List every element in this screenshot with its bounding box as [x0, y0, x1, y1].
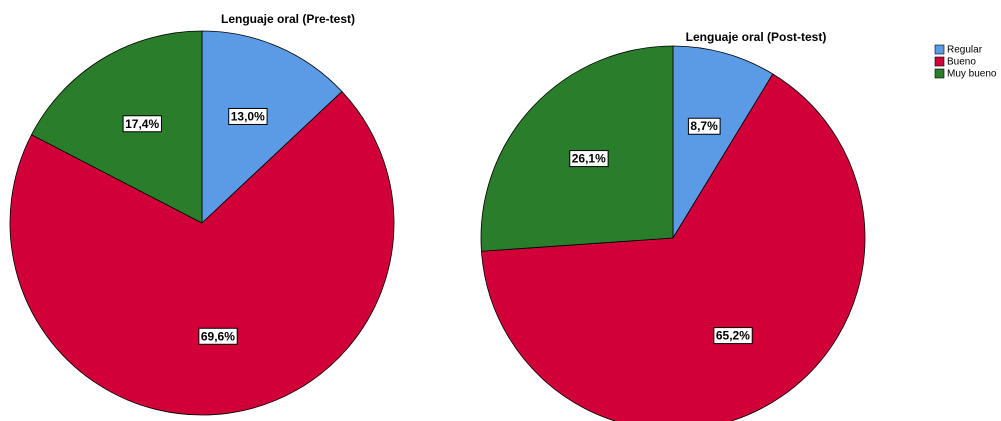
data-label-text: 65,2% [716, 329, 750, 343]
data-label: 17,4% [122, 115, 162, 133]
data-label: 26,1% [569, 150, 609, 168]
data-label-box [122, 115, 162, 133]
data-label-text: 17,4% [125, 117, 159, 131]
data-label-text: 13,0% [231, 109, 265, 123]
data-label-box [687, 117, 721, 135]
data-label: 65,2% [713, 327, 753, 345]
data-label: 69,6% [198, 327, 238, 345]
chart-title: Lenguaje oral (Post-test) [686, 30, 827, 44]
data-label-box [569, 150, 609, 168]
pie-slice [201, 30, 343, 224]
legend-label: Muy bueno [947, 69, 997, 80]
legend-label: Bueno [947, 57, 976, 68]
pie-slice [480, 45, 674, 252]
pie-slice [672, 45, 774, 240]
legend-swatch [934, 68, 945, 79]
data-label-text: 8,7% [690, 119, 718, 133]
legend-label: Regular [947, 45, 983, 56]
pie-slice [481, 73, 866, 421]
data-label: 13,0% [228, 107, 268, 125]
legend-swatch [934, 44, 945, 55]
data-label-box [713, 327, 753, 345]
data-label-box [198, 327, 238, 345]
legend-swatch [934, 56, 945, 67]
chart-title: Lenguaje oral (Pre-test) [221, 12, 355, 26]
pie-slice [30, 30, 203, 224]
data-label-text: 69,6% [201, 329, 235, 343]
data-label: 8,7% [687, 117, 721, 135]
pie-slice [9, 91, 395, 416]
data-label-box [228, 107, 268, 125]
data-label-text: 26,1% [572, 152, 606, 166]
